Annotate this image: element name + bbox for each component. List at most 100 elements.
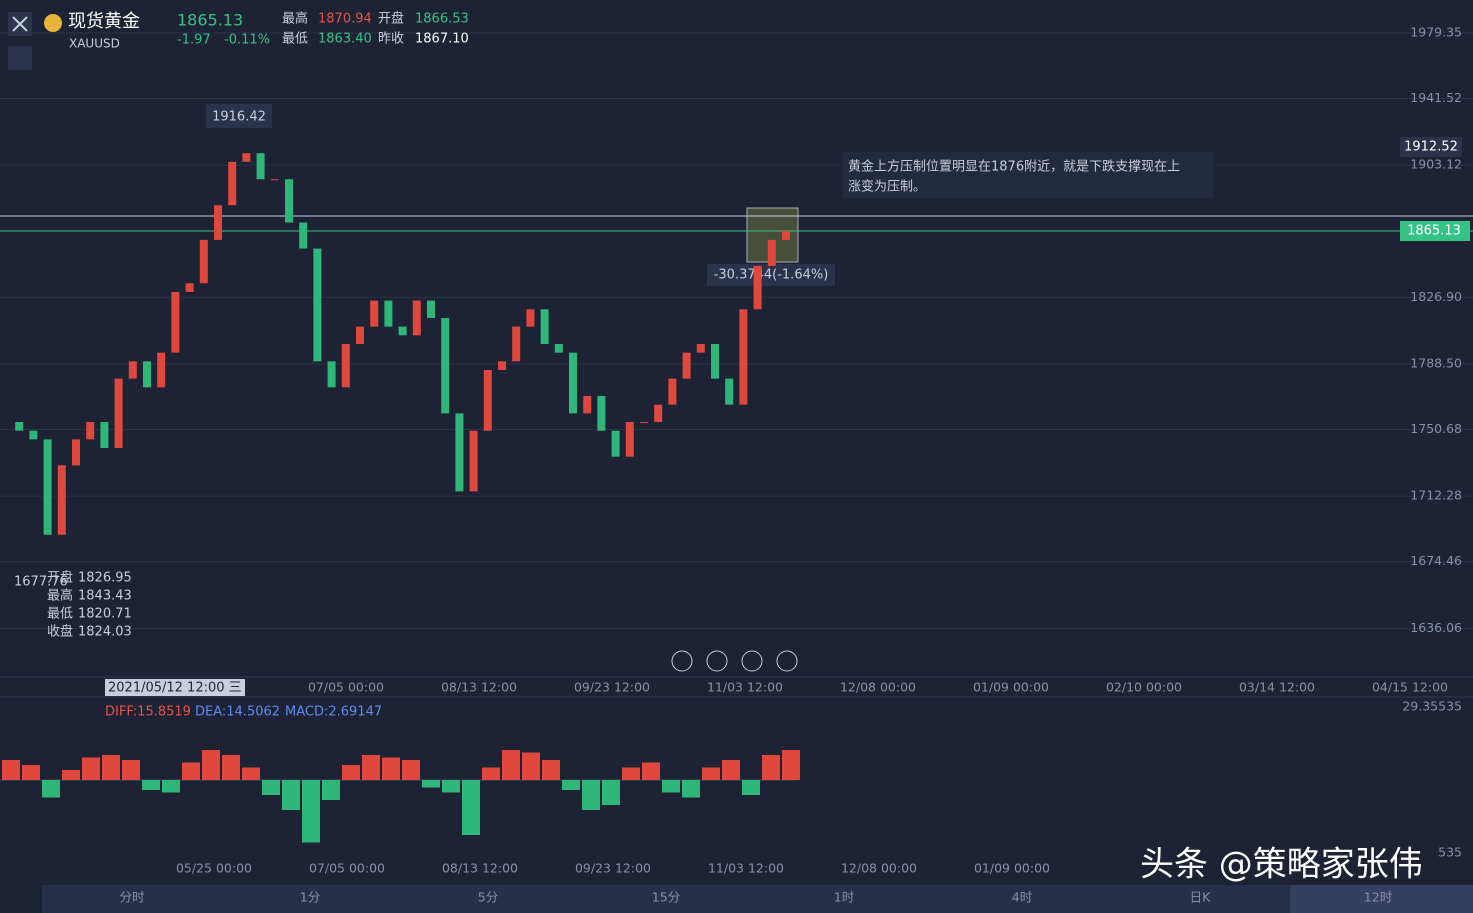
candle [299, 222, 308, 249]
x-tick-label: 11/03 12:00 [708, 861, 784, 876]
candle [43, 439, 52, 535]
candle [214, 205, 222, 240]
candle [469, 430, 478, 492]
measure-tag [707, 264, 835, 286]
prev[interactable] [706, 650, 728, 672]
macd-bar [82, 757, 100, 780]
y-tick-label: 1674.46 [1410, 553, 1462, 568]
candle [128, 361, 137, 379]
macd-bar [602, 780, 620, 805]
change: -1.97 [177, 33, 211, 48]
timeframe-tab[interactable]: 1分 [300, 890, 320, 905]
macd-bar [182, 762, 200, 780]
candle [29, 430, 38, 440]
candle [157, 352, 166, 388]
macd-bar [702, 767, 720, 780]
x-tick-label: 07/05 00:00 [309, 861, 385, 876]
macd-bar [302, 780, 320, 843]
low: 1863.40 [318, 32, 372, 47]
candle [483, 369, 492, 431]
macd-bar [282, 780, 300, 810]
candle [597, 396, 606, 431]
candle [455, 413, 464, 492]
x-tick-label: 12/08 00:00 [841, 861, 917, 876]
max-tag [206, 104, 272, 128]
macd-bar [262, 780, 280, 795]
macd-bar [722, 760, 740, 780]
label: 最高 [282, 11, 308, 27]
price-tag [1400, 221, 1470, 241]
watermark: 头条 @策略家张伟 [1140, 845, 1423, 885]
candle [327, 361, 336, 388]
y-tick-label: 1941.52 [1410, 90, 1462, 105]
timeframe-tab[interactable]: 日K [1190, 890, 1212, 905]
macd-bar [22, 765, 40, 780]
dea-label: DEA:14.5062 [195, 705, 280, 720]
x-tick-label: 01/09 00:00 [973, 680, 1049, 695]
timeframe-tab[interactable]: 15分 [652, 890, 680, 905]
x-tick-label: 09/23 12:00 [574, 680, 650, 695]
symbol-name[interactable]: 现货黄金 [68, 11, 140, 32]
symbol-code: XAUUSD [69, 37, 120, 51]
tab-bar [42, 885, 1473, 913]
zoom-out[interactable] [671, 650, 693, 672]
macd-bar [342, 765, 360, 780]
candle [199, 239, 208, 284]
candle [526, 309, 535, 327]
timeframe-tab[interactable]: 4时 [1012, 890, 1033, 905]
info-value: 1826.95 [78, 571, 132, 586]
candle [384, 300, 393, 327]
alert-label: 1912.52 [1404, 140, 1458, 155]
candle [654, 404, 663, 423]
x-tick-label: 08/13 12:00 [441, 680, 517, 695]
candle [114, 378, 123, 449]
cursor-date-box [105, 679, 245, 696]
x-tick-label: 04/15 12:00 [1372, 680, 1448, 695]
candle [540, 309, 549, 344]
info-key: 收盘 [47, 624, 73, 640]
close-icon [12, 16, 28, 32]
x-tick-label: 12/08 00:00 [840, 680, 916, 695]
y-tick-label: 1712.28 [1410, 488, 1462, 503]
macd-bar [502, 750, 520, 780]
macd-bar [642, 762, 660, 780]
candle [583, 396, 592, 414]
macd-bar [782, 750, 800, 780]
candle [398, 326, 407, 336]
timeframe-tab[interactable]: 5分 [478, 890, 498, 905]
candle [171, 291, 180, 353]
next[interactable] [741, 650, 763, 672]
macd-bar [542, 760, 560, 780]
candle [767, 239, 776, 266]
macd-bar [2, 760, 20, 780]
price-tag-label: 1865.13 [1407, 224, 1461, 239]
timeframe-tab[interactable]: 12时 [1364, 890, 1393, 905]
min-label: 1677.76 [14, 575, 68, 590]
macd-bar [62, 770, 80, 780]
timeframe-tab[interactable]: 1时 [834, 890, 855, 905]
macd-bar [422, 780, 440, 788]
candle [313, 248, 322, 362]
candle [270, 179, 279, 181]
collapse-button[interactable] [8, 46, 32, 70]
macd-bar [522, 752, 540, 780]
timeframe-tab[interactable]: 分时 [119, 890, 145, 905]
x-tick-label: 07/05 00:00 [308, 680, 384, 695]
candle [441, 317, 450, 414]
open: 1866.53 [415, 12, 469, 27]
alert-tag[interactable] [1400, 137, 1462, 157]
candle [625, 422, 634, 457]
prev-close: 1867.10 [415, 32, 469, 47]
cursor-date: 2021/05/12 12:00 三 [108, 681, 242, 696]
y-tick-label: 1636.06 [1410, 620, 1462, 635]
macd-bar [322, 780, 340, 800]
macd-bar [122, 760, 140, 780]
nav-buttons [671, 650, 798, 672]
macd-bar [682, 780, 700, 798]
zoom-in[interactable] [776, 650, 798, 672]
candle [412, 300, 421, 336]
candle [696, 343, 705, 353]
candle [782, 230, 790, 240]
candle [725, 378, 734, 405]
max-label: 1916.42 [212, 110, 266, 125]
